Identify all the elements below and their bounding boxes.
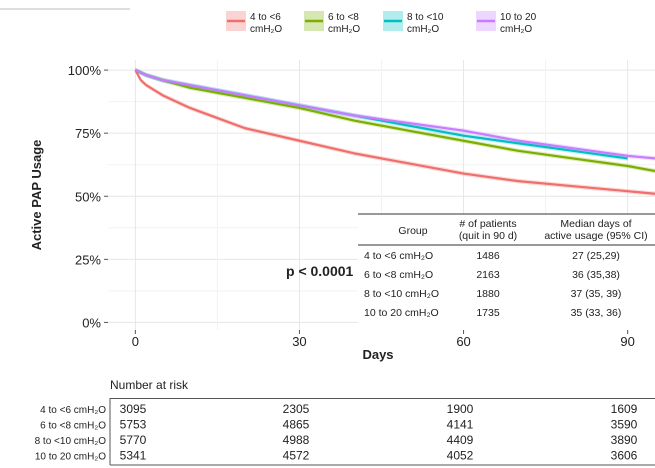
x-axis: 0 30 60 90 [132, 330, 635, 349]
legend-label-unit: cmH₂O [250, 24, 282, 35]
legend-label: 8 to <10 [407, 12, 444, 23]
risk-cell: 3890 [611, 433, 638, 447]
p-value-annotation: p < 0.0001 [286, 263, 354, 279]
risk-table: 4 to <6 cmH₂O 3095 2305 1900 1609 6 to <8 cmH… [35, 398, 655, 466]
y-tick-label: 25% [75, 252, 101, 267]
series-line-g1 [134, 69, 655, 195]
risk-cell: 3095 [120, 402, 147, 416]
series-lines [134, 67, 655, 197]
x-tick-label: 90 [620, 334, 634, 349]
summary-table: Group # of patients(quit in 90 d) Median d… [358, 213, 655, 330]
y-tick-label: 75% [75, 126, 101, 141]
summary-cell-group: 8 to <10 cmH₂O [364, 288, 439, 300]
y-axis: 0% 25% 50% 75% 100% [68, 63, 108, 330]
risk-cell: 3606 [611, 449, 638, 463]
risk-cell: 3590 [611, 418, 638, 432]
risk-cell: 4052 [447, 449, 474, 463]
series-line-g4 [134, 69, 655, 160]
summary-cell-group: 6 to <8 cmH₂O [364, 269, 433, 281]
summary-header: Group [398, 225, 427, 237]
risk-cell: 2305 [283, 402, 310, 416]
legend-label-unit: cmH₂O [407, 24, 439, 35]
x-tick-label: 0 [132, 334, 139, 349]
legend-label: 6 to <8 [328, 12, 359, 23]
summary-cell-median: 27 (25,29) [572, 250, 620, 262]
risk-cell: 1609 [611, 402, 638, 416]
risk-cell: 5753 [120, 418, 147, 432]
summary-cell-median: 35 (33, 36) [571, 307, 622, 319]
risk-cell: 4409 [447, 433, 474, 447]
risk-cell: 5341 [120, 449, 147, 463]
risk-row-label: 6 to <8 cmH₂O [40, 421, 106, 432]
y-tick-label: 50% [75, 189, 101, 204]
summary-header: (quit in 90 d) [459, 230, 517, 242]
summary-cell-group: 4 to <6 cmH₂O [364, 250, 433, 262]
summary-cell-group: 10 to 20 cmH₂O [364, 307, 439, 319]
risk-cell: 4988 [283, 433, 310, 447]
summary-cell-median: 37 (35, 39) [571, 288, 622, 300]
legend-label: 10 to 20 [500, 12, 537, 23]
y-axis-title: Active PAP Usage [29, 140, 44, 251]
x-tick-label: 30 [292, 334, 306, 349]
risk-table-title: Number at risk [110, 378, 189, 392]
summary-header: Median days of [560, 218, 631, 230]
x-axis-title: Days [362, 347, 393, 362]
risk-cell: 4141 [447, 418, 474, 432]
risk-cell: 1900 [447, 402, 474, 416]
risk-row-label: 8 to <10 cmH₂O [35, 436, 107, 447]
y-tick-label: 0% [82, 315, 101, 330]
summary-table-bg [358, 214, 655, 330]
summary-cell-patients: 1486 [476, 250, 500, 262]
risk-cell: 5770 [120, 433, 147, 447]
risk-row-label: 4 to <6 cmH₂O [40, 405, 106, 416]
risk-row-label: 10 to 20 cmH₂O [35, 452, 106, 463]
legend-label-unit: cmH₂O [500, 24, 532, 35]
risk-cell: 4572 [283, 449, 310, 463]
y-tick-label: 100% [68, 63, 102, 78]
risk-table-top-rule [110, 398, 655, 399]
x-tick-label: 60 [456, 334, 470, 349]
summary-header: # of patients [459, 218, 516, 230]
summary-cell-median: 36 (35,38) [572, 269, 620, 281]
summary-cell-patients: 1735 [476, 307, 500, 319]
legend-label-unit: cmH₂O [328, 24, 360, 35]
legend-label: 4 to <6 [250, 12, 281, 23]
risk-cell: 4865 [283, 418, 310, 432]
summary-header: active usage (95% CI) [544, 230, 647, 242]
summary-cell-patients: 1880 [476, 288, 500, 300]
summary-cell-patients: 2163 [476, 269, 500, 281]
